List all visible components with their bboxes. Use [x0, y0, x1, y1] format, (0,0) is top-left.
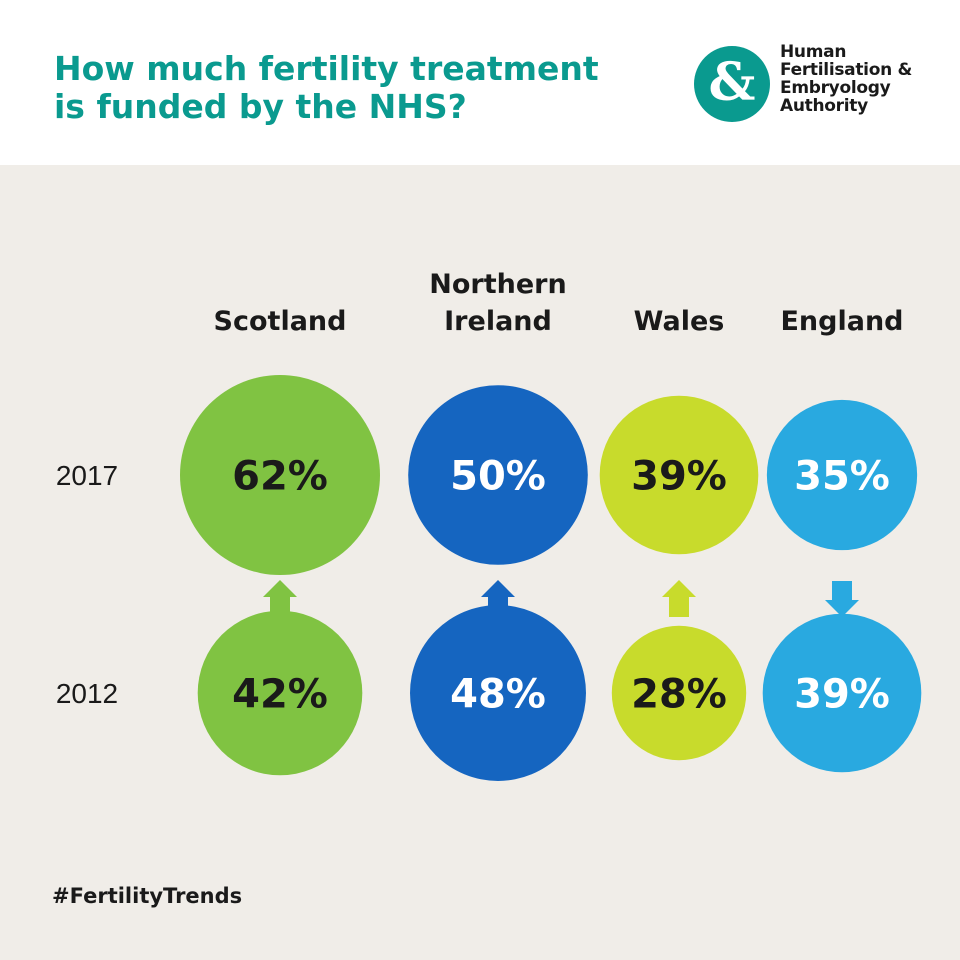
category-label: England: [780, 306, 903, 337]
bubble: [197, 610, 363, 776]
bubble: [762, 613, 922, 773]
hashtag: #FertilityTrends: [52, 884, 243, 908]
year-label: 2012: [56, 678, 118, 709]
title-line-2: is funded by the NHS?: [54, 87, 467, 126]
category-label: Northern: [429, 269, 566, 300]
category-label: Scotland: [214, 306, 347, 337]
arrow-up-icon: [481, 580, 515, 617]
value-label: 35%: [794, 453, 890, 499]
ampersand-icon: &: [709, 52, 756, 113]
value-label: 39%: [794, 671, 890, 717]
logo-text: Human Fertilisation & Embryology Authori…: [780, 43, 955, 115]
bubble: [611, 625, 747, 761]
arrow-down-icon: [825, 581, 859, 617]
bubble: [766, 399, 918, 551]
logo-line-3: Embryology: [780, 78, 891, 98]
value-label: 50%: [450, 453, 546, 499]
value-label: 39%: [631, 453, 727, 499]
arrow-up-icon: [662, 580, 696, 617]
value-label: 62%: [232, 453, 328, 499]
logo-line-4: Authority: [780, 96, 868, 116]
category-label: Wales: [634, 306, 725, 337]
logo-line-1: Human: [780, 42, 847, 62]
logo-circle: [694, 46, 770, 122]
logo-line-2: Fertilisation &: [780, 60, 913, 80]
category-label: Ireland: [444, 306, 552, 337]
bubble: [410, 605, 586, 781]
year-label: 2017: [56, 460, 118, 491]
title-line-1: How much fertility treatment: [54, 49, 599, 88]
header: How much fertility treatment is funded b…: [0, 0, 960, 165]
value-label: 42%: [232, 671, 328, 717]
logo: &: [694, 46, 770, 122]
arrow-up-icon: [263, 580, 297, 617]
bubble: [180, 375, 380, 575]
bubble: [599, 395, 759, 555]
page-title: How much fertility treatment is funded b…: [54, 50, 654, 126]
bubble: [408, 385, 588, 565]
value-label: 48%: [450, 671, 546, 717]
value-label: 28%: [631, 671, 727, 717]
